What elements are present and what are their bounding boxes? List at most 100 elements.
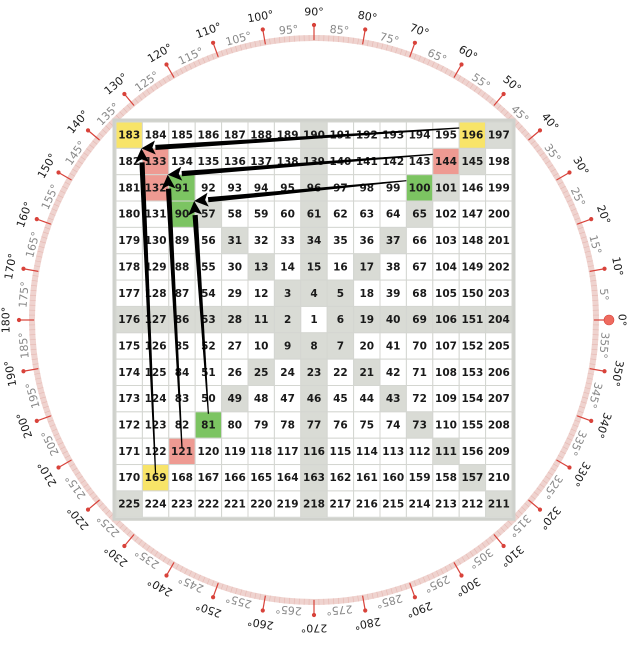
minor-tick xyxy=(552,463,559,468)
major-tick xyxy=(576,415,592,422)
minor-tick xyxy=(220,50,224,57)
minor-tick xyxy=(566,199,573,203)
grid-cell: 168 xyxy=(168,464,196,492)
grid-cell: 199 xyxy=(485,174,513,202)
cell-number: 51 xyxy=(201,367,216,379)
cell-number: 181 xyxy=(118,182,140,194)
major-tick xyxy=(362,595,366,611)
cell-background xyxy=(405,437,434,466)
grid-cell: 213 xyxy=(432,490,460,518)
cell-number: 119 xyxy=(224,446,246,458)
grid-cell: 114 xyxy=(353,437,381,466)
cell-number: 187 xyxy=(224,130,246,142)
cell-number: 77 xyxy=(307,420,322,432)
cell-background xyxy=(247,121,275,149)
minor-tick xyxy=(457,75,462,82)
grid-cell: 189 xyxy=(273,121,302,149)
minor-tick xyxy=(64,181,71,186)
cell-number: 11 xyxy=(254,314,269,326)
major-angle-label: 90° xyxy=(304,6,324,19)
cell-number: 153 xyxy=(461,367,483,379)
cell-background xyxy=(115,279,143,307)
minor-angle-label: 75° xyxy=(378,30,400,48)
major-tick xyxy=(362,29,366,45)
grid-cell: 112 xyxy=(405,437,434,466)
minor-tick xyxy=(254,592,257,599)
cell-number: 39 xyxy=(386,288,401,300)
cell-number: 15 xyxy=(307,261,322,273)
grid-cell: 41 xyxy=(379,332,407,360)
minor-tick xyxy=(448,70,453,77)
grid-cell: 107 xyxy=(432,332,460,360)
grid-cell: 137 xyxy=(247,147,275,176)
grid-cell: 207 xyxy=(485,385,513,413)
cell-background xyxy=(300,437,328,466)
grid-cell: 21 xyxy=(353,358,381,386)
minor-tick xyxy=(587,372,594,375)
minor-tick xyxy=(138,95,143,101)
grid-cell: 216 xyxy=(353,490,381,518)
minor-tick xyxy=(83,152,89,157)
cell-number: 217 xyxy=(329,499,351,511)
cell-number: 25 xyxy=(254,367,269,379)
major-angle-label: 150° xyxy=(35,151,60,180)
tick-dot xyxy=(34,217,39,222)
cell-number: 164 xyxy=(277,472,299,484)
grid-cell: 103 xyxy=(432,226,460,255)
major-angle-label: 210° xyxy=(35,459,60,488)
grid-cell: 86 xyxy=(168,305,196,334)
cell-background xyxy=(405,490,434,518)
grid-cell: 91 xyxy=(168,174,196,202)
minor-tick xyxy=(489,536,494,542)
grid-cell: 66 xyxy=(405,226,434,255)
cell-number: 142 xyxy=(382,156,404,168)
cell-number: 20 xyxy=(359,340,374,352)
cell-number: 205 xyxy=(488,340,510,352)
tick-dot xyxy=(412,40,417,45)
cell-number: 158 xyxy=(435,472,457,484)
grid-cell: 70 xyxy=(405,332,434,360)
minor-tick xyxy=(413,580,417,587)
minor-tick xyxy=(83,483,89,488)
grid-cell: 35 xyxy=(326,226,355,255)
cell-number: 9 xyxy=(284,340,291,352)
grid-cell: 25 xyxy=(247,358,275,386)
cell-background xyxy=(221,490,249,518)
cell-number: 132 xyxy=(145,182,167,194)
cell-number: 4 xyxy=(310,288,317,300)
grid-cell: 197 xyxy=(485,121,513,149)
minor-tick xyxy=(179,68,184,74)
cell-number: 123 xyxy=(145,420,167,432)
grid-cell: 122 xyxy=(141,437,170,466)
grid-cell: 15 xyxy=(300,253,328,281)
grid-cell: 20 xyxy=(353,332,381,360)
cell-background xyxy=(458,490,487,518)
cell-number: 212 xyxy=(461,499,483,511)
minor-tick xyxy=(590,284,597,287)
cell-background xyxy=(300,490,328,518)
grid-cell: 203 xyxy=(485,279,513,307)
cell-number: 82 xyxy=(175,420,190,432)
cell-number: 220 xyxy=(250,499,272,511)
grid-cell: 32 xyxy=(247,226,275,255)
arrow-shaft xyxy=(181,153,433,177)
cell-number: 92 xyxy=(201,182,216,194)
cell-number: 221 xyxy=(224,499,246,511)
minor-tick xyxy=(274,596,276,603)
cell-number: 37 xyxy=(386,235,401,247)
minor-tick xyxy=(134,536,139,542)
grid-cell: 26 xyxy=(221,358,249,386)
minor-tick xyxy=(481,542,486,548)
minor-tick xyxy=(154,551,159,557)
cell-background xyxy=(405,253,434,281)
grid-cell: 85 xyxy=(168,332,196,360)
minor-tick xyxy=(206,578,210,585)
cell-background xyxy=(458,200,487,228)
cell-number: 89 xyxy=(175,235,190,247)
cell-background xyxy=(115,464,143,492)
grid-cell: 99 xyxy=(379,174,407,202)
cell-number: 151 xyxy=(461,314,483,326)
cell-number: 199 xyxy=(488,182,510,194)
major-angle-label: 330° xyxy=(568,459,593,488)
